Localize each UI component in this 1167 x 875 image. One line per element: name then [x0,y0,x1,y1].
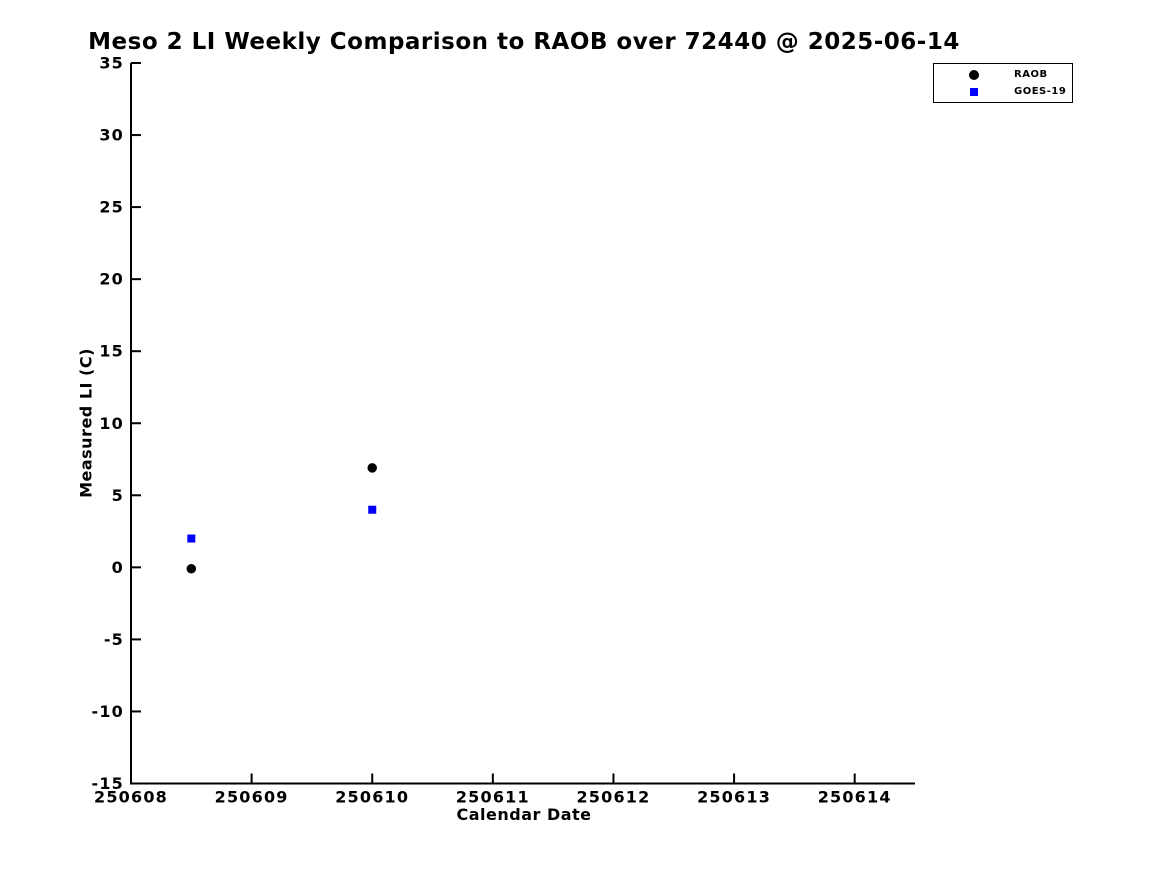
data-point-raob [367,463,377,473]
y-tick-label: -15 [91,774,124,793]
y-tick-label: -10 [91,702,124,721]
y-tick-label: 10 [99,414,124,433]
legend-entry-goes-19: GOES-19 [934,84,1072,99]
legend-label-raob: RAOB [1014,69,1048,80]
x-tick-label: 250612 [576,788,650,807]
x-tick-label: 250610 [335,788,409,807]
x-tick-label: 250609 [215,788,289,807]
y-tick-label: 15 [99,342,124,361]
legend-marker-cell [934,87,1014,96]
data-point-goes-19 [368,505,377,514]
legend-entry-raob: RAOB [934,67,1072,82]
x-tick-label: 250613 [697,788,771,807]
y-tick-label: 5 [112,486,124,505]
x-axis-label: Calendar Date [456,805,592,824]
y-tick-label: 35 [99,54,124,73]
chart-title: Meso 2 LI Weekly Comparison to RAOB over… [88,29,960,55]
goes-19-square-marker-icon [970,87,978,96]
legend-label-goes-19: GOES-19 [1014,86,1067,97]
x-tick-label: 250614 [818,788,892,807]
legend: RAOB GOES-19 [933,63,1073,103]
y-tick-label: 25 [99,198,124,217]
raob-circle-marker-icon [969,69,979,80]
legend-marker-cell [934,69,1014,80]
y-tick-label: 20 [99,270,124,289]
y-tick-label: 0 [112,558,124,577]
x-tick-label: 250608 [94,788,168,807]
y-tick-label: -5 [104,630,124,649]
x-tick-label: 250611 [456,788,530,807]
y-tick-label: 30 [99,126,124,145]
data-point-raob [186,564,197,574]
data-point-goes-19 [187,534,196,543]
